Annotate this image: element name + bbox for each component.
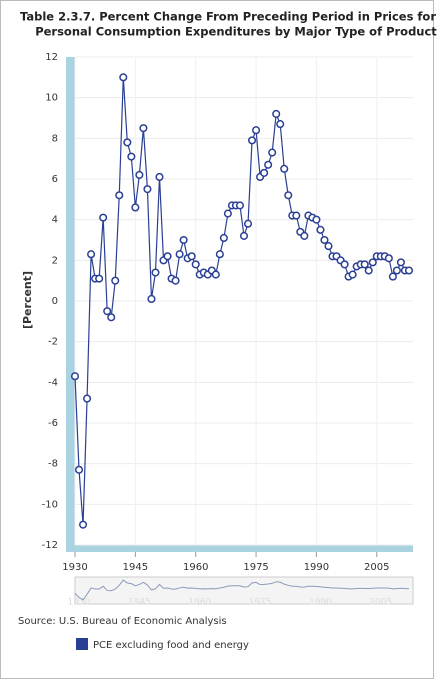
data-point [235,201,245,210]
data-point [139,124,148,133]
data-point [107,313,116,322]
data-point [155,172,164,182]
data-point [316,225,325,234]
data-point [83,394,92,403]
chart-title: Table 2.3.7. Percent Change From Precedi… [20,10,436,24]
source: Source: U.S. Bureau of Economic Analysis [18,616,227,627]
data-point [215,250,224,259]
y-tick-label: 2 [52,255,58,266]
data-point [320,235,329,245]
data-point [252,126,261,135]
y-tick-label: 0 [52,296,58,307]
x-tick-label: 1990 [304,562,329,573]
data-point [264,160,273,169]
x-tick-label: 1960 [183,562,208,573]
navigator-label: 2005 [369,598,392,608]
data-point [187,252,196,261]
data-point [70,372,80,381]
data-point [87,250,96,259]
legend-label: PCE excluding food and energy [93,640,249,651]
data-point [171,276,180,285]
data-point [300,231,309,240]
y-tick-label: 12 [45,52,58,63]
data-point [284,191,293,200]
data-point [243,219,253,228]
data-point [74,465,84,474]
data-point [223,209,232,218]
y-tick-label: -2 [48,337,58,348]
data-point [119,73,128,82]
navigator-label: 1990 [309,598,332,608]
data-point [103,307,112,316]
chart-title: Personal Consumption Expenditures by Maj… [35,25,437,39]
navigator-label: 1945 [128,598,151,608]
data-point [384,254,393,263]
data-point [340,260,349,269]
navigator-line [74,579,409,601]
data-point [392,266,401,275]
data-point [179,235,188,245]
y-tick-label: -6 [48,418,58,429]
y-tick-label: 6 [52,174,58,185]
y-tick-label: 8 [52,133,58,144]
data-point [268,148,277,157]
y-tick-label: -12 [42,540,58,551]
navigator-label: 1930 [68,598,91,608]
x-tick-label: 2005 [364,562,389,573]
data-point [115,191,124,200]
navigator-label: 1960 [188,598,211,608]
data-point [312,215,321,224]
data-point [388,272,397,281]
data-point [211,270,220,279]
y-tick-label: -4 [48,377,58,388]
data-point [143,185,152,194]
data-point [131,203,140,212]
y-scrollbar [66,57,75,552]
data-point [135,170,144,179]
data-point [364,266,373,275]
data-point [239,231,249,240]
x-tick-label: 1945 [123,562,148,573]
data-point [111,276,120,285]
data-point [191,260,200,269]
data-point [280,164,289,173]
data-point [404,266,414,275]
x-tick-label: 1975 [243,562,268,573]
y-tick-label: 10 [45,93,58,104]
y-axis-label: [Percent] [21,271,34,329]
x-tick-label: 1930 [62,562,87,573]
data-point [127,152,136,161]
data-point [247,136,257,145]
data-point [324,242,333,251]
data-point [99,213,108,222]
y-tick-label: 4 [52,215,58,226]
x-scrollbar [66,545,413,552]
data-point [292,211,301,220]
data-point [95,274,104,283]
data-point [260,168,269,177]
data-point [276,120,285,129]
data-point [175,250,184,259]
y-tick-label: -8 [48,459,58,470]
data-point [78,520,88,529]
y-tick-label: -10 [42,499,58,510]
data-point [272,109,281,118]
data-point [151,268,160,277]
data-point [219,233,228,243]
data-point [147,294,156,304]
navigator [74,576,414,605]
data-point [163,252,172,261]
data-point [123,138,132,147]
legend-swatch [76,638,88,650]
data-point [396,258,405,267]
data-point [348,270,357,279]
data-point [360,260,369,269]
data-point [368,258,377,267]
navigator-label: 1975 [249,598,272,608]
